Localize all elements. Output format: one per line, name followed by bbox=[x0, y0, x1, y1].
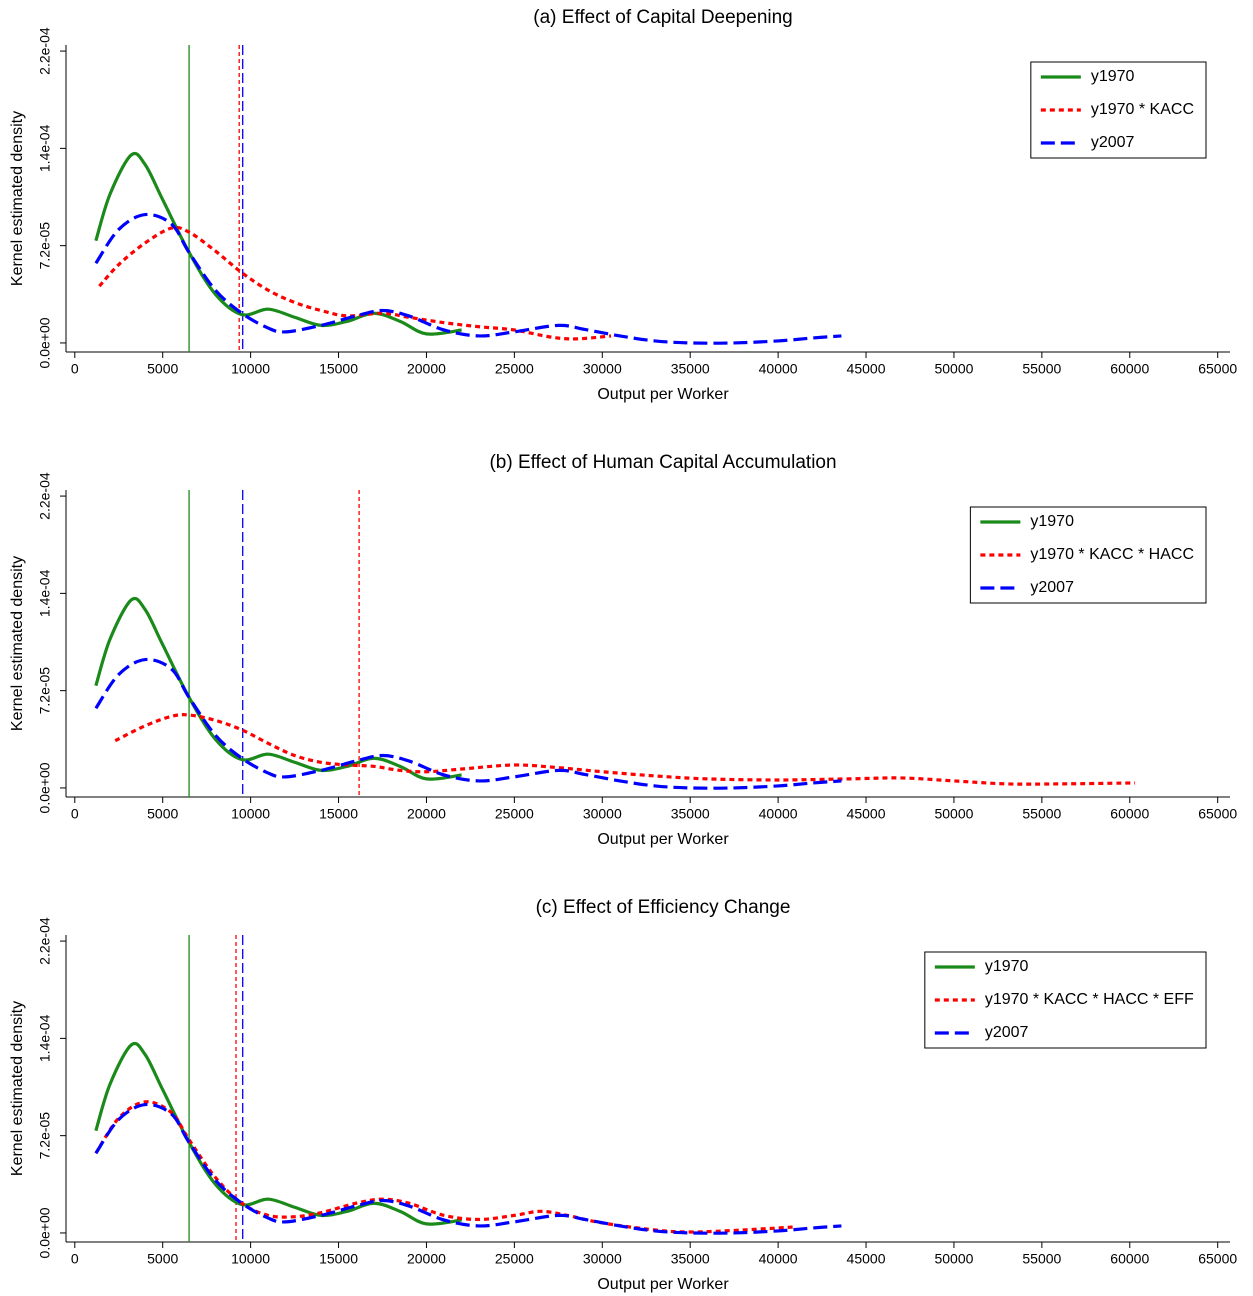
density-line bbox=[94, 657, 842, 790]
x-axis-label: Output per Worker bbox=[597, 386, 729, 403]
x-tick-label: 60000 bbox=[1110, 361, 1149, 377]
legend-label: y1970 bbox=[1091, 68, 1135, 85]
x-tick-label: 45000 bbox=[847, 1251, 886, 1267]
x-tick-label: 25000 bbox=[495, 361, 534, 377]
y-tick-label: 2.2e-04 bbox=[37, 917, 53, 965]
legend-label: y1970 bbox=[985, 958, 1029, 975]
density-line bbox=[94, 212, 842, 345]
x-tick-label: 20000 bbox=[407, 361, 446, 377]
x-tick-label: 60000 bbox=[1110, 806, 1149, 822]
x-tick-label: 15000 bbox=[319, 361, 358, 377]
y-tick-label: 0.0e+00 bbox=[37, 317, 53, 368]
y-axis-label: Kernel estimated density bbox=[9, 111, 26, 286]
legend: y1970 y1970 * KACC * HACC * EFF y2007 bbox=[924, 951, 1207, 1049]
x-tick-label: 50000 bbox=[934, 806, 973, 822]
chart-title: (a) Effect of Capital Deepening bbox=[533, 7, 792, 28]
legend-label: y2007 bbox=[985, 1024, 1029, 1041]
x-tick-label: 0 bbox=[71, 361, 79, 377]
x-tick-label: 25000 bbox=[495, 806, 534, 822]
x-tick-label: 50000 bbox=[934, 1251, 973, 1267]
x-tick-label: 65000 bbox=[1198, 806, 1237, 822]
x-tick-label: 5000 bbox=[147, 1251, 178, 1267]
x-tick-label: 10000 bbox=[231, 1251, 270, 1267]
x-tick-label: 40000 bbox=[759, 1251, 798, 1267]
x-tick-label: 20000 bbox=[407, 1251, 446, 1267]
density-line bbox=[114, 713, 1136, 786]
x-tick-label: 45000 bbox=[847, 361, 886, 377]
x-tick-label: 35000 bbox=[671, 806, 710, 822]
density-line bbox=[94, 596, 462, 781]
chart-title: (c) Effect of Efficiency Change bbox=[536, 897, 791, 918]
x-tick-label: 60000 bbox=[1110, 1251, 1149, 1267]
y-tick-label: 0.0e+00 bbox=[37, 1207, 53, 1258]
y-tick-label: 1.4e-04 bbox=[37, 569, 53, 617]
legend-label: y1970 * KACC * HACC * EFF bbox=[985, 991, 1194, 1008]
x-tick-label: 40000 bbox=[759, 361, 798, 377]
x-tick-label: 0 bbox=[71, 1251, 79, 1267]
chart-title: (b) Effect of Human Capital Accumulation bbox=[489, 452, 836, 473]
x-tick-label: 55000 bbox=[1022, 361, 1061, 377]
y-tick-label: 7.2e-05 bbox=[37, 1112, 53, 1160]
panel: (c) Effect of Efficiency Change Output pe… bbox=[9, 897, 1237, 1293]
x-tick-label: 30000 bbox=[583, 1251, 622, 1267]
x-tick-label: 10000 bbox=[231, 361, 270, 377]
legend-label: y1970 bbox=[1030, 513, 1074, 530]
x-tick-label: 35000 bbox=[671, 1251, 710, 1267]
y-tick-label: 2.2e-04 bbox=[37, 472, 53, 520]
panel: (b) Effect of Human Capital Accumulation… bbox=[9, 452, 1237, 848]
x-tick-label: 55000 bbox=[1022, 1251, 1061, 1267]
y-tick-label: 7.2e-05 bbox=[37, 222, 53, 270]
y-tick-label: 1.4e-04 bbox=[37, 1014, 53, 1062]
x-tick-label: 45000 bbox=[847, 806, 886, 822]
x-axis-label: Output per Worker bbox=[597, 1276, 729, 1293]
y-axis-label: Kernel estimated density bbox=[9, 1001, 26, 1176]
x-axis-label: Output per Worker bbox=[597, 831, 729, 848]
x-tick-label: 35000 bbox=[671, 361, 710, 377]
y-tick-label: 7.2e-05 bbox=[37, 667, 53, 715]
y-tick-label: 0.0e+00 bbox=[37, 762, 53, 813]
x-tick-label: 30000 bbox=[583, 361, 622, 377]
x-tick-label: 55000 bbox=[1022, 806, 1061, 822]
legend: y1970 y1970 * KACC y2007 bbox=[1030, 61, 1207, 159]
x-tick-label: 15000 bbox=[319, 1251, 358, 1267]
x-tick-label: 20000 bbox=[407, 806, 446, 822]
x-tick-label: 30000 bbox=[583, 806, 622, 822]
density-line bbox=[94, 1102, 842, 1235]
density-line bbox=[94, 151, 462, 336]
x-tick-label: 0 bbox=[71, 806, 79, 822]
legend-label: y1970 * KACC bbox=[1091, 101, 1194, 118]
density-line bbox=[94, 1041, 462, 1226]
x-tick-label: 50000 bbox=[934, 361, 973, 377]
x-tick-label: 5000 bbox=[147, 806, 178, 822]
legend-label: y2007 bbox=[1091, 134, 1135, 151]
x-tick-label: 15000 bbox=[319, 806, 358, 822]
x-tick-label: 10000 bbox=[231, 806, 270, 822]
x-tick-label: 65000 bbox=[1198, 1251, 1237, 1267]
x-tick-label: 65000 bbox=[1198, 361, 1237, 377]
y-axis-label: Kernel estimated density bbox=[9, 556, 26, 731]
legend: y1970 y1970 * KACC * HACC y2007 bbox=[969, 506, 1207, 604]
y-tick-label: 2.2e-04 bbox=[37, 27, 53, 75]
legend-label: y1970 * KACC * HACC bbox=[1030, 546, 1194, 563]
density-line bbox=[98, 225, 612, 341]
density-line bbox=[94, 1100, 796, 1234]
x-tick-label: 5000 bbox=[147, 361, 178, 377]
x-tick-label: 25000 bbox=[495, 1251, 534, 1267]
y-tick-label: 1.4e-04 bbox=[37, 124, 53, 172]
x-tick-label: 40000 bbox=[759, 806, 798, 822]
panel: (a) Effect of Capital Deepening Output pe… bbox=[9, 7, 1237, 403]
legend-label: y2007 bbox=[1030, 579, 1074, 596]
